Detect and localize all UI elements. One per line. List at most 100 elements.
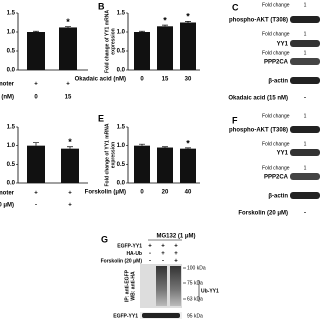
bar <box>27 32 45 70</box>
x-axis-label: Okadaic acid (nM) <box>75 77 126 83</box>
marker: 63 kDa <box>187 296 203 302</box>
y-axis-label: Fold change of YY1 mRNA <box>104 10 110 73</box>
significance: * <box>66 17 70 27</box>
bar <box>180 22 196 70</box>
error-bar <box>67 146 73 149</box>
error-bar <box>162 24 168 27</box>
error-bar <box>139 30 145 32</box>
row-label: 0 μM) <box>0 203 14 209</box>
row-cell: + <box>68 191 72 197</box>
fold-value: 1 <box>304 50 307 56</box>
x-axis-label: Forskolin (μM) <box>85 190 126 196</box>
y-tick-label: 1.0 <box>117 30 126 36</box>
row-label: Forskolin (20 μM) <box>101 258 143 264</box>
significance: * <box>68 137 72 147</box>
row-cell: - <box>149 251 151 257</box>
fold-value: 1 <box>304 141 307 147</box>
error-bar <box>185 147 191 149</box>
loading-label: β-actin <box>268 194 288 200</box>
x-tick-label: 0 <box>140 190 144 196</box>
bar <box>134 145 150 183</box>
error-bar <box>33 142 39 146</box>
panel-label: F <box>232 115 238 125</box>
fold-value: 1 <box>304 165 307 171</box>
fold-value: 1 <box>304 31 307 37</box>
y-tick-label: 1.5 <box>117 125 126 131</box>
y-tick-label: 0.0 <box>7 181 16 187</box>
row-cell: 0 <box>34 95 38 101</box>
fold-label: Fold change <box>262 50 290 56</box>
x-tick-label: 20 <box>162 190 169 196</box>
x-tick-label: 0 <box>140 77 144 83</box>
treatment-cell: - <box>304 96 306 102</box>
y-tick-label: 0.5 <box>7 49 16 55</box>
row-cell: - <box>162 259 164 265</box>
bar <box>59 27 77 70</box>
x-tick-label: 15 <box>162 77 169 83</box>
panel-label: E <box>98 113 104 123</box>
y-tick-label: 0.5 <box>117 162 126 168</box>
y-axis-label: expression <box>110 142 116 168</box>
error-bar <box>162 146 168 148</box>
protein-label: PPP2CA <box>264 60 289 66</box>
treatment-label: Okadaic acid (15 nM) <box>228 96 288 102</box>
y-tick-label: 0.0 <box>117 68 126 74</box>
y-tick-label: 1.5 <box>117 11 126 17</box>
row-cell: + <box>148 244 152 250</box>
row-cell: + <box>174 259 178 265</box>
fold-label: Fold change <box>262 2 290 8</box>
significance: * <box>163 16 167 26</box>
blot-g <box>140 264 200 319</box>
significance: * <box>186 138 190 148</box>
x-tick-label: 30 <box>185 77 192 83</box>
x-tick-label: 40 <box>185 190 192 196</box>
row-cell: + <box>174 251 178 257</box>
error-bar <box>139 143 145 146</box>
bar <box>157 147 173 183</box>
y-tick-label: 1.5 <box>7 125 16 131</box>
protein-label: phospho-AKT (T308) <box>229 18 288 24</box>
bar <box>134 32 150 70</box>
ip-label: WB: anti-HA <box>130 271 136 301</box>
marker: 100 kDa <box>187 265 206 271</box>
row-cell: + <box>34 191 38 197</box>
row-cell: + <box>34 82 38 88</box>
y-tick-label: 1.0 <box>117 143 126 149</box>
fold-label: Fold change <box>262 113 290 119</box>
row-label: moter <box>0 82 15 88</box>
y-tick-label: 0.0 <box>7 68 16 74</box>
row-cell: + <box>161 244 165 250</box>
y-tick-label: 1.0 <box>7 143 16 149</box>
panel-label: C <box>232 2 239 12</box>
row-cell: + <box>174 244 178 250</box>
fold-value: 1 <box>304 113 307 119</box>
blot-c <box>290 16 320 84</box>
error-bar <box>185 21 191 23</box>
bar <box>61 148 79 183</box>
input-label: EGFP-YY1 <box>113 313 138 319</box>
y-tick-label: 0.5 <box>7 162 16 168</box>
row-cell: 15 <box>65 95 72 101</box>
y-axis-label: Fold change of YY1 mRNA <box>104 123 110 186</box>
bar <box>180 148 196 183</box>
row-label: HA-Ub <box>126 251 142 257</box>
protein-label: YY1 <box>277 42 289 48</box>
fold-label: Fold change <box>262 141 290 147</box>
panel-label: B <box>98 1 105 11</box>
panel-label: G <box>101 234 108 244</box>
y-tick-label: 0.5 <box>117 49 126 55</box>
band-label: Ub-YY1 <box>201 288 219 294</box>
input-marker: 95 kDa <box>187 313 203 319</box>
y-tick-label: 1.5 <box>7 11 16 17</box>
ip-label: IP: anti-EGFP <box>124 269 130 302</box>
row-label: (nM) <box>1 95 14 101</box>
fold-value: 1 <box>304 2 307 8</box>
bar <box>157 26 173 70</box>
treatment-cell: - <box>304 211 306 217</box>
row-cell: + <box>161 251 165 257</box>
loading-label: β-actin <box>268 79 288 85</box>
protein-label: phospho-AKT (T308) <box>229 128 288 134</box>
fold-label: Fold change <box>262 165 290 171</box>
